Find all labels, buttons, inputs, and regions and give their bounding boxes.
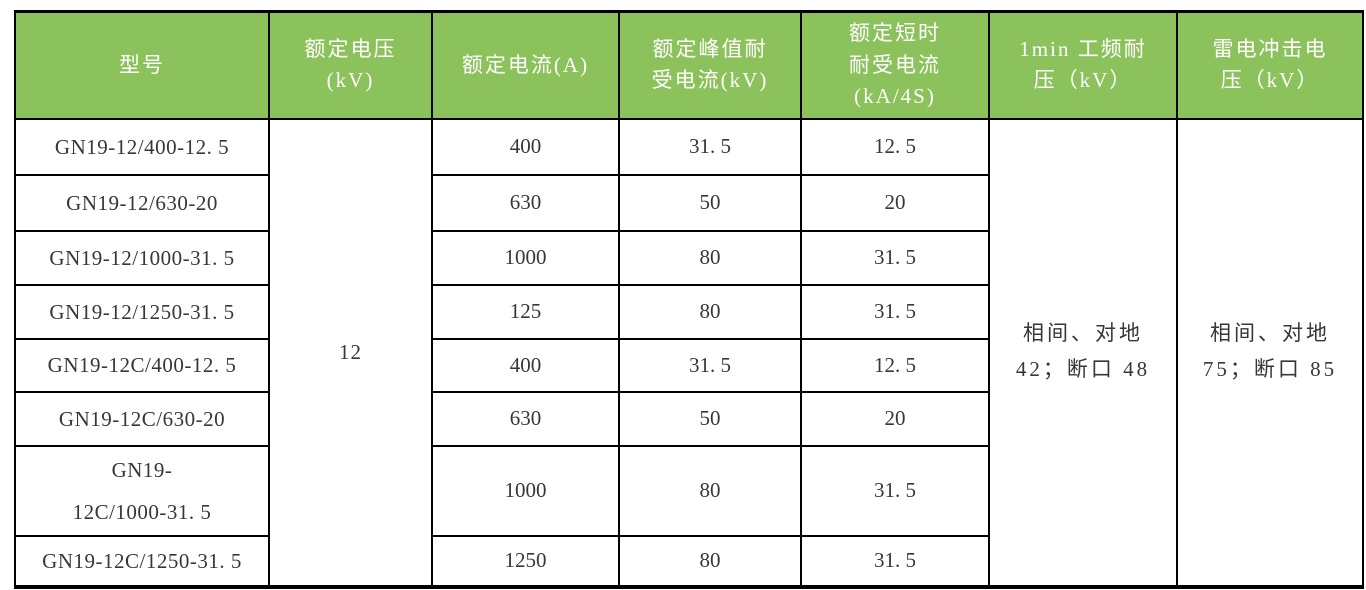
header-model: 型号 xyxy=(14,10,270,120)
model-cell: GN19-12C/1250-31. 5 xyxy=(14,534,270,588)
table-row: GN19-12C/630-20 630 50 20 xyxy=(14,390,1363,447)
short-time-current-cell: 31. 5 xyxy=(800,283,990,340)
current-cell: 125 xyxy=(431,283,620,340)
peak-current-cell: 50 xyxy=(618,390,802,447)
lightning-impulse-merged-cell: 相间、对地 75；断口 85 xyxy=(1176,117,1364,588)
peak-current-cell: 50 xyxy=(618,173,802,232)
current-cell: 1250 xyxy=(431,534,620,588)
header-rated-voltage: 额定电压 (kV) xyxy=(268,10,433,120)
table-row: GN19-12/1000-31. 5 1000 80 31. 5 xyxy=(14,229,1363,286)
model-cell: GN19-12/1250-31. 5 xyxy=(14,283,270,340)
table-row: GN19-12/400-12. 5 12 400 31. 5 12. 5 相间、… xyxy=(14,117,1364,588)
header-peak-withstand-current: 额定峰值耐 受电流(kV) xyxy=(618,10,802,120)
power-frequency-merged-cell: 相间、对地 42；断口 48 xyxy=(988,117,1178,588)
short-time-current-cell: 12. 5 xyxy=(800,337,990,393)
model-cell: GN19-12C/630-20 xyxy=(14,390,270,447)
table-row: GN19- 12C/1000-31. 5 1000 80 31. 5 xyxy=(14,444,1363,537)
current-cell: 400 xyxy=(431,337,620,393)
peak-current-cell: 31. 5 xyxy=(618,117,802,176)
model-cell: GN19-12/630-20 xyxy=(14,173,270,232)
switch-spec-table: 型号 额定电压 (kV) 额定电流(A) 额定峰值耐 受电流(kV) 额定短时 … xyxy=(14,10,1364,589)
rated-voltage-merged-cell: 12 xyxy=(268,117,433,588)
short-time-current-cell: 31. 5 xyxy=(800,229,990,286)
table-row: GN19-12/1250-31. 5 125 80 31. 5 xyxy=(14,283,1363,340)
header-short-time-withstand-current: 额定短时 耐受电流 (kA/4S) xyxy=(800,10,990,120)
header-rated-current: 额定电流(A) xyxy=(431,10,620,120)
table-row: GN19-12/630-20 630 50 20 xyxy=(14,173,1363,232)
short-time-current-cell: 31. 5 xyxy=(800,444,990,537)
header-lightning-impulse: 雷电冲击电 压（kV） xyxy=(1176,10,1364,120)
current-cell: 400 xyxy=(431,117,620,176)
model-cell: GN19-12/400-12. 5 xyxy=(14,117,270,176)
peak-current-cell: 80 xyxy=(618,283,802,340)
current-cell: 630 xyxy=(431,173,620,232)
header-power-frequency-withstand: 1min 工频耐 压（kV） xyxy=(988,10,1178,120)
model-cell: GN19-12/1000-31. 5 xyxy=(14,229,270,286)
model-cell: GN19- 12C/1000-31. 5 xyxy=(14,444,270,537)
short-time-current-cell: 20 xyxy=(800,390,990,447)
header-row: 型号 额定电压 (kV) 额定电流(A) 额定峰值耐 受电流(kV) 额定短时 … xyxy=(14,10,1364,120)
table-row: GN19-12C/1250-31. 5 1250 80 31. 5 xyxy=(14,534,1363,588)
model-cell: GN19-12C/400-12. 5 xyxy=(14,337,270,393)
current-cell: 1000 xyxy=(431,444,620,537)
short-time-current-cell: 20 xyxy=(800,173,990,232)
short-time-current-cell: 31. 5 xyxy=(800,534,990,588)
table-row: GN19-12C/400-12. 5 400 31. 5 12. 5 xyxy=(14,337,1363,393)
peak-current-cell: 80 xyxy=(618,444,802,537)
short-time-current-cell: 12. 5 xyxy=(800,117,990,176)
peak-current-cell: 80 xyxy=(618,229,802,286)
current-cell: 1000 xyxy=(431,229,620,286)
current-cell: 630 xyxy=(431,390,620,447)
peak-current-cell: 80 xyxy=(618,534,802,588)
peak-current-cell: 31. 5 xyxy=(618,337,802,393)
